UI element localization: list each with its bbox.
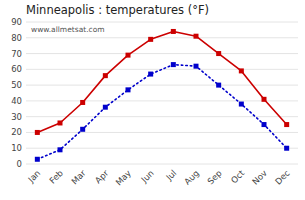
y-tick-label: 20 (11, 127, 22, 137)
x-tick-label: Jul (163, 168, 178, 183)
y-tick-label: 0 (17, 159, 22, 169)
marker (171, 29, 176, 34)
marker (35, 157, 40, 162)
x-tick-label: Sep (205, 168, 223, 186)
y-tick-label: 10 (11, 143, 22, 153)
marker (126, 53, 131, 58)
y-tick-label: 90 (11, 17, 22, 27)
grid-line (26, 37, 298, 38)
plot-area (35, 29, 289, 162)
series-line (37, 31, 286, 132)
title: Minneapolis : temperatures (°F) (26, 3, 209, 17)
marker (194, 34, 199, 39)
marker (148, 37, 153, 42)
marker (216, 83, 221, 88)
grid-line (26, 22, 298, 23)
grid-line (26, 53, 298, 54)
marker (194, 64, 199, 69)
x-tick-label: Mar (69, 168, 88, 187)
grid-line (26, 148, 298, 149)
x-tick-label: Aug (182, 168, 201, 187)
x-tick-label: Dec (273, 168, 292, 187)
y-tick-label: 70 (11, 49, 22, 59)
marker (103, 73, 108, 78)
chart-container: Minneapolis : temperatures (°F) 0 10 20 30 40… (0, 0, 305, 200)
x-tick-label: Nov (250, 168, 269, 187)
marker (148, 72, 153, 77)
marker (239, 68, 244, 73)
chart-svg: Minneapolis : temperatures (°F) 0 10 20 30 40… (0, 0, 305, 200)
x-tick-label: Jun (139, 168, 156, 185)
grid-line (26, 100, 298, 101)
x-tick-label: Apr (93, 168, 111, 186)
y-tick-label: 80 (11, 33, 22, 43)
marker (126, 87, 131, 92)
marker (262, 97, 267, 102)
marker (35, 130, 40, 135)
marker (80, 127, 85, 132)
x-tick-label: Jan (25, 168, 42, 185)
y-tick-label: 40 (11, 96, 22, 106)
marker (262, 122, 267, 127)
grid-line (26, 85, 298, 86)
y-tick-label: 60 (11, 64, 22, 74)
x-tick-label: Feb (47, 168, 65, 186)
grid-line (26, 132, 298, 133)
marker (171, 62, 176, 67)
y-tick-label: 50 (11, 80, 22, 90)
x-tick-label: May (114, 168, 134, 188)
x-tick-label: Oct (229, 167, 247, 185)
marker (216, 51, 221, 56)
y-tick-label: 30 (11, 112, 22, 122)
marker (284, 146, 289, 151)
marker (103, 105, 108, 110)
marker (80, 100, 85, 105)
marker (58, 120, 63, 125)
annotation: www.allmetsat.com (31, 25, 105, 34)
series-line (37, 65, 286, 160)
marker (239, 102, 244, 107)
grid-line (26, 164, 298, 165)
marker (58, 147, 63, 152)
marker (284, 122, 289, 127)
